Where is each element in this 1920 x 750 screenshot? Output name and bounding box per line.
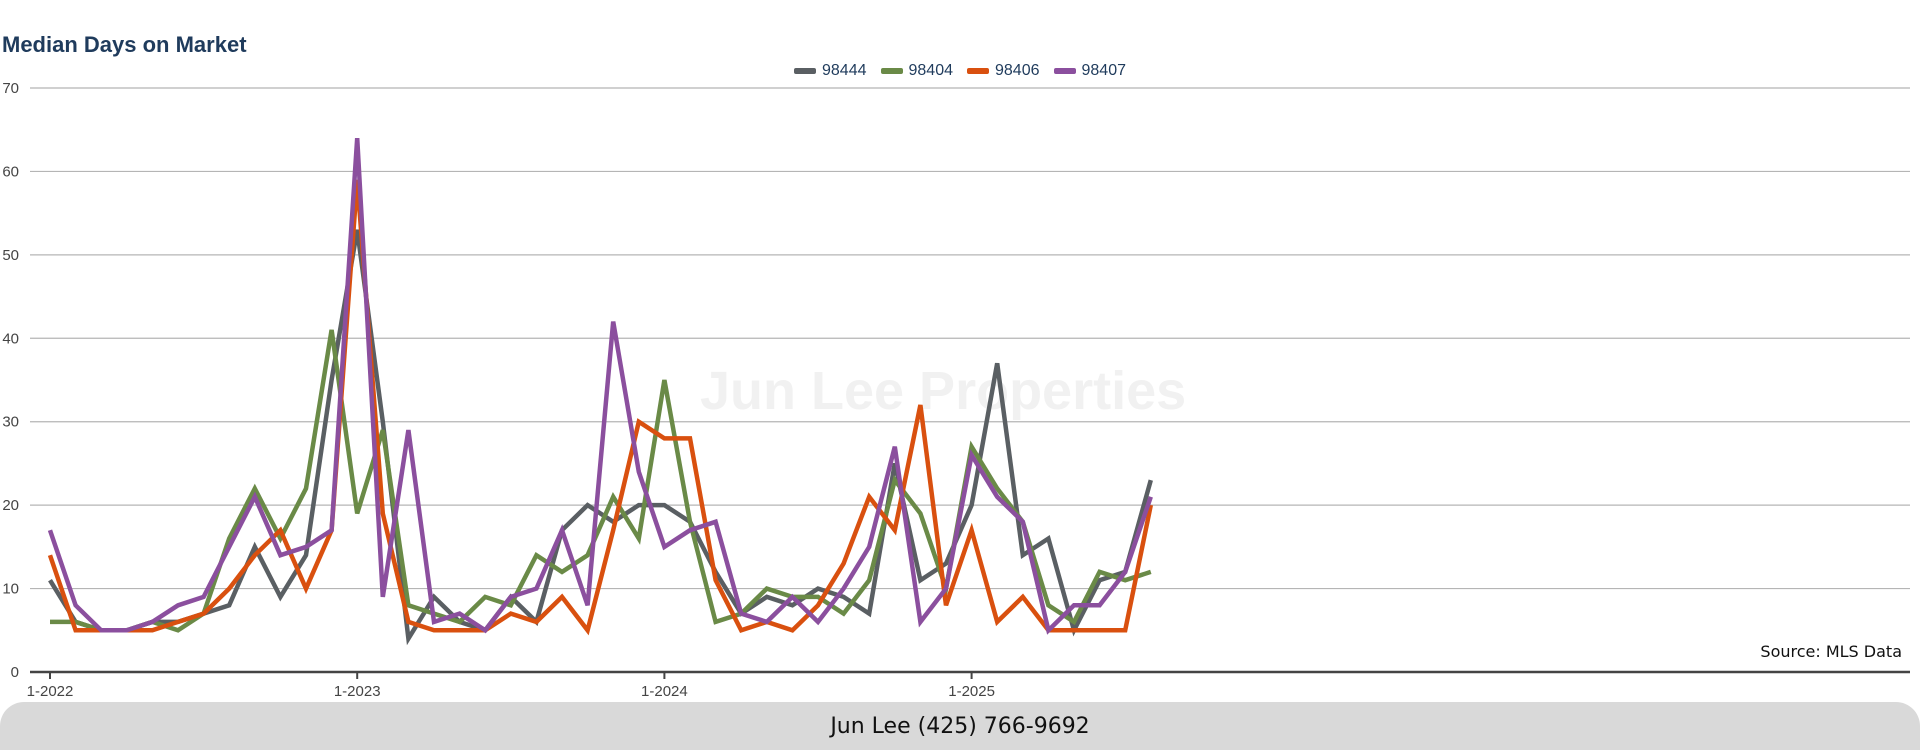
series-line-98444	[48, 229, 1153, 646]
series-line-98406	[47, 179, 1154, 636]
y-tick-label-10: 10	[2, 581, 19, 598]
y-tick-label-70: 70	[2, 80, 19, 97]
legend-item-98407[interactable]: 98407	[1053, 62, 1127, 80]
legend-label-98406: 98406	[995, 62, 1040, 79]
footer-bar: Jun Lee (425) 766-9692	[0, 702, 1920, 750]
legend: 98444 98404 98406 98407	[0, 62, 1920, 80]
y-tick-label-40: 40	[2, 330, 19, 347]
y-tick-label-0: 0	[11, 664, 19, 681]
x-tick-label-1-2024: 1-2024	[641, 683, 688, 700]
legend-label-98444: 98444	[822, 62, 867, 79]
watermark: Jun Lee Properties	[700, 361, 1187, 421]
legend-item-98406[interactable]: 98406	[967, 62, 1040, 80]
y-tick-label-50: 50	[2, 247, 19, 264]
series-line-98407	[47, 137, 1153, 635]
y-tick-label-60: 60	[2, 163, 19, 180]
legend-swatch-98404	[880, 68, 903, 74]
legend-item-98444[interactable]: 98444	[794, 62, 867, 80]
source-note: Source: MLS Data	[1760, 642, 1902, 661]
y-tick-label-20: 20	[2, 497, 19, 514]
footer-contact: Jun Lee (425) 766-9692	[830, 713, 1090, 739]
legend-swatch-98406	[967, 68, 989, 74]
legend-label-98404: 98404	[908, 62, 954, 79]
legend-item-98404[interactable]: 98404	[880, 62, 954, 80]
legend-swatch-98407	[1053, 68, 1076, 74]
chart-title: Median Days on Market	[2, 32, 247, 57]
x-tick-label-1-2023: 1-2023	[334, 683, 381, 700]
y-tick-label-30: 30	[2, 414, 19, 431]
legend-swatch-98444	[794, 68, 816, 74]
line-chart: 0 10 20 30 40 50 60 70 1-2022 1-2023 1-2024 1-2025	[2, 80, 1910, 700]
x-tick-label-1-2025: 1-2025	[948, 683, 995, 700]
x-tick-label-1-2022: 1-2022	[27, 683, 74, 700]
legend-label-98407: 98407	[1081, 62, 1127, 79]
